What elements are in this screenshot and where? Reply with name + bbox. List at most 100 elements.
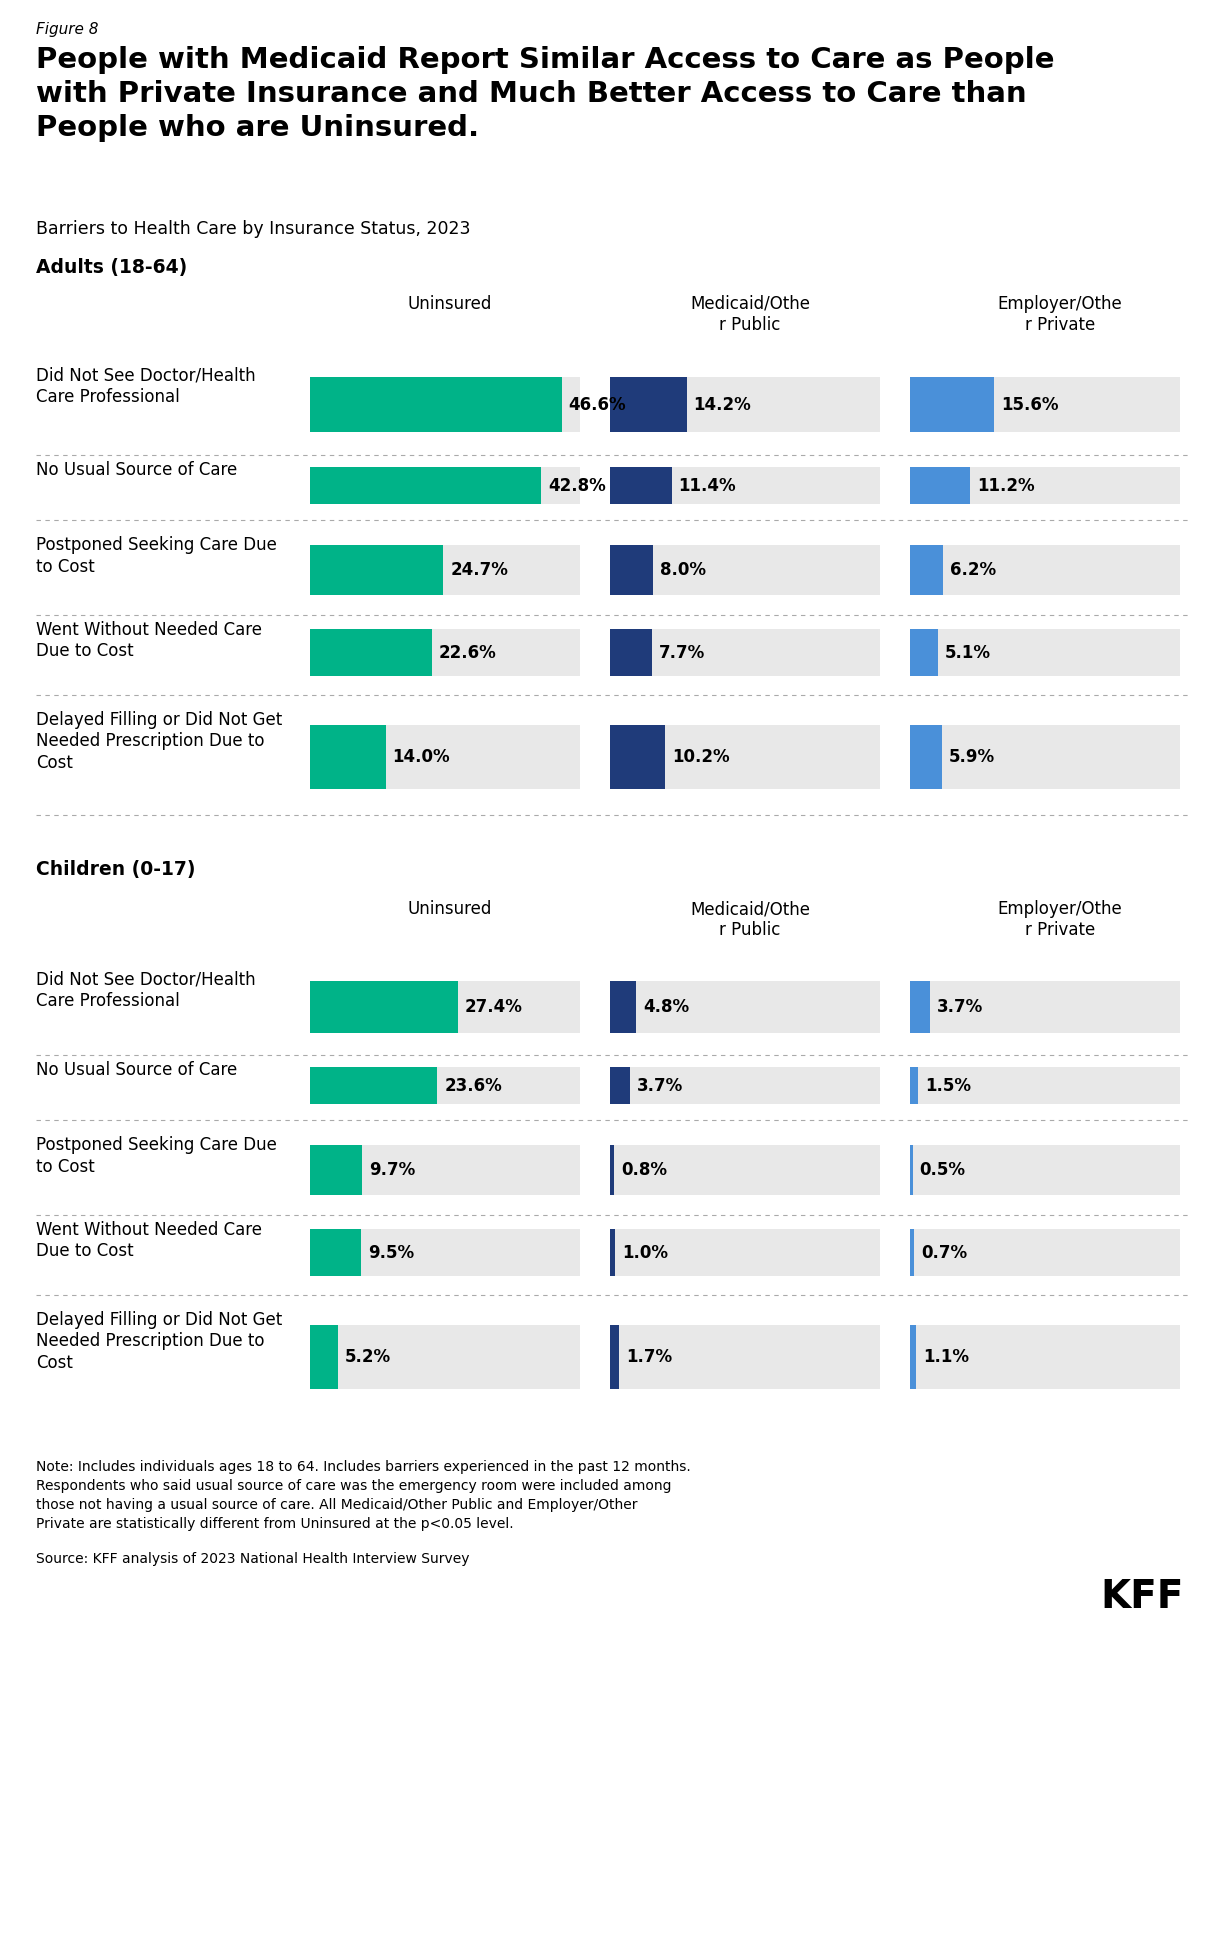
Bar — [610, 981, 636, 1034]
Text: No Usual Source of Care: No Usual Source of Care — [37, 461, 237, 479]
Text: 9.5%: 9.5% — [368, 1243, 415, 1262]
Text: Uninsured: Uninsured — [407, 295, 492, 313]
Bar — [310, 629, 432, 676]
Text: 1.0%: 1.0% — [622, 1243, 669, 1262]
Bar — [610, 1229, 880, 1276]
Bar — [310, 629, 580, 676]
Text: Medicaid/Othe
r Public: Medicaid/Othe r Public — [691, 295, 810, 334]
Bar — [910, 629, 1180, 676]
Bar — [310, 1229, 580, 1276]
Text: 10.2%: 10.2% — [672, 748, 730, 766]
Text: 23.6%: 23.6% — [444, 1077, 503, 1094]
Bar — [910, 377, 994, 432]
Bar — [910, 629, 937, 676]
Bar — [910, 377, 1180, 432]
Text: Went Without Needed Care
Due to Cost: Went Without Needed Care Due to Cost — [37, 621, 262, 660]
Text: KFF: KFF — [1100, 1579, 1183, 1616]
Text: 5.9%: 5.9% — [949, 748, 996, 766]
Text: 24.7%: 24.7% — [450, 561, 509, 578]
Text: 4.8%: 4.8% — [643, 998, 689, 1016]
Bar — [910, 545, 943, 594]
Text: 1.5%: 1.5% — [925, 1077, 971, 1094]
Text: 0.7%: 0.7% — [921, 1243, 967, 1262]
Text: 5.1%: 5.1% — [944, 643, 991, 662]
Bar — [310, 377, 561, 432]
Bar — [310, 725, 580, 789]
Bar — [310, 1067, 438, 1104]
Bar — [310, 1145, 580, 1194]
Bar — [610, 629, 651, 676]
Bar — [610, 1145, 880, 1194]
Text: Source: KFF analysis of 2023 National Health Interview Survey: Source: KFF analysis of 2023 National He… — [37, 1551, 470, 1565]
Text: Delayed Filling or Did Not Get
Needed Prescription Due to
Cost: Delayed Filling or Did Not Get Needed Pr… — [37, 711, 282, 772]
Text: People with Medicaid Report Similar Access to Care as People
with Private Insura: People with Medicaid Report Similar Acce… — [37, 47, 1054, 143]
Bar — [610, 377, 880, 432]
Bar — [610, 545, 880, 594]
Bar — [610, 1067, 880, 1104]
Text: 27.4%: 27.4% — [465, 998, 523, 1016]
Text: Went Without Needed Care
Due to Cost: Went Without Needed Care Due to Cost — [37, 1221, 262, 1260]
Text: 22.6%: 22.6% — [439, 643, 497, 662]
Text: 11.2%: 11.2% — [977, 477, 1035, 494]
Text: Employer/Othe
r Private: Employer/Othe r Private — [998, 295, 1122, 334]
Bar — [910, 467, 970, 504]
Bar — [610, 1067, 630, 1104]
Bar — [310, 545, 580, 594]
Text: 3.7%: 3.7% — [637, 1077, 683, 1094]
Text: 14.0%: 14.0% — [393, 748, 450, 766]
Bar — [610, 725, 665, 789]
Bar — [610, 467, 880, 504]
Bar — [910, 725, 942, 789]
Bar — [910, 725, 1180, 789]
Text: 46.6%: 46.6% — [569, 395, 626, 414]
Text: No Usual Source of Care: No Usual Source of Care — [37, 1061, 237, 1079]
Bar — [610, 725, 880, 789]
Text: Postponed Seeking Care Due
to Cost: Postponed Seeking Care Due to Cost — [37, 535, 277, 576]
Text: 1.1%: 1.1% — [924, 1348, 969, 1366]
Bar — [310, 981, 458, 1034]
Text: 6.2%: 6.2% — [950, 561, 997, 578]
Text: 11.4%: 11.4% — [678, 477, 736, 494]
Bar — [610, 1229, 615, 1276]
Text: 3.7%: 3.7% — [937, 998, 983, 1016]
Bar — [910, 1067, 1180, 1104]
Bar — [910, 1325, 916, 1389]
Bar — [310, 467, 580, 504]
Bar — [610, 1325, 880, 1389]
Text: 7.7%: 7.7% — [659, 643, 705, 662]
Bar — [310, 725, 386, 789]
Text: 0.5%: 0.5% — [920, 1161, 966, 1178]
Text: 0.8%: 0.8% — [621, 1161, 667, 1178]
Text: 42.8%: 42.8% — [548, 477, 606, 494]
Text: Did Not See Doctor/Health
Care Professional: Did Not See Doctor/Health Care Professio… — [37, 365, 256, 406]
Bar — [910, 467, 1180, 504]
Bar — [910, 1145, 1180, 1194]
Text: Children (0-17): Children (0-17) — [37, 860, 195, 879]
Text: Employer/Othe
r Private: Employer/Othe r Private — [998, 901, 1122, 938]
Bar — [610, 467, 671, 504]
Bar — [310, 467, 542, 504]
Bar — [610, 377, 687, 432]
Bar — [310, 1325, 338, 1389]
Bar — [310, 981, 580, 1034]
Text: 14.2%: 14.2% — [694, 395, 752, 414]
Bar — [610, 545, 653, 594]
Bar — [610, 1325, 620, 1389]
Bar — [910, 545, 1180, 594]
Bar — [910, 981, 930, 1034]
Text: Barriers to Health Care by Insurance Status, 2023: Barriers to Health Care by Insurance Sta… — [37, 221, 471, 238]
Bar — [910, 1067, 919, 1104]
Bar — [910, 1325, 1180, 1389]
Bar — [610, 981, 880, 1034]
Bar — [910, 1229, 1180, 1276]
Text: Adults (18-64): Adults (18-64) — [37, 258, 187, 277]
Text: 15.6%: 15.6% — [1002, 395, 1059, 414]
Bar — [910, 1229, 914, 1276]
Text: Medicaid/Othe
r Public: Medicaid/Othe r Public — [691, 901, 810, 938]
Bar — [610, 1145, 615, 1194]
Text: Postponed Seeking Care Due
to Cost: Postponed Seeking Care Due to Cost — [37, 1135, 277, 1176]
Text: Uninsured: Uninsured — [407, 901, 492, 918]
Bar — [910, 981, 1180, 1034]
Bar — [910, 1145, 913, 1194]
Bar — [310, 377, 580, 432]
